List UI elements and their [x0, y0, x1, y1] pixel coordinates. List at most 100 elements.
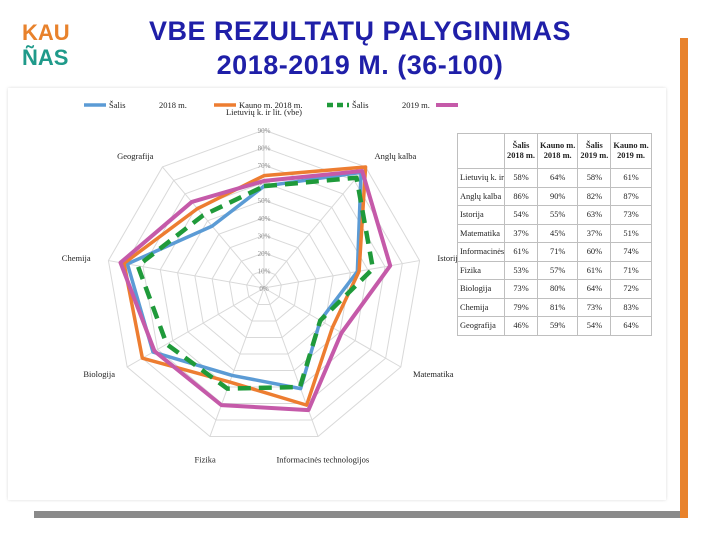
- axis-label: Istorija: [437, 253, 458, 263]
- table-cell: 73%: [610, 205, 652, 225]
- radial-tick-label: 0%: [259, 285, 269, 293]
- radar-chart: 0% 10% 20% 30% 40% 50% 60% 70% 80% 90% Lietuvių k.…: [62, 100, 458, 465]
- table-cell: 58%: [504, 168, 538, 188]
- table-row: Geografija 46% 59% 54% 64%: [457, 316, 652, 336]
- grid-spoke: [162, 166, 265, 289]
- table-row-label: Informacinės: [457, 242, 505, 262]
- radial-tick-label: 60%: [258, 180, 271, 188]
- table-cell: 54%: [577, 316, 612, 336]
- slide-title: VBE REZULTATŲ PALYGINIMAS 2018-2019 M. (…: [100, 14, 620, 82]
- radial-tick-label: 10%: [258, 267, 271, 275]
- table-row-label: Anglų kalba: [457, 186, 505, 206]
- table-cell: 64%: [610, 316, 652, 336]
- kaunas-logo: KAU ÑAS: [20, 18, 80, 70]
- slide-title-line2: 2018-2019 M. (36-100): [216, 50, 504, 80]
- table-cell: 37%: [577, 223, 612, 243]
- table-cell: 63%: [577, 205, 612, 225]
- series-line-0: [125, 170, 363, 391]
- axis-label: Lietuvių k. ir lit. (vbe): [226, 107, 302, 117]
- table-row-label: Matematika: [457, 223, 505, 243]
- table-cell: 72%: [610, 279, 652, 299]
- table-header-cell: [457, 133, 505, 169]
- grid-ring: [107, 129, 421, 437]
- grid-ring: [194, 217, 334, 355]
- table-header-cell: Kauno m. 2018 m.: [536, 133, 579, 169]
- axis-label: Chemija: [62, 253, 91, 263]
- table-row-label: Biologija: [457, 279, 505, 299]
- axis-label: Anglų kalba: [375, 151, 417, 161]
- table-row-label: Geografija: [457, 316, 505, 336]
- table-cell: 59%: [536, 316, 579, 336]
- logo-text-top: KAU: [22, 20, 70, 45]
- radial-tick-label: 80%: [258, 145, 271, 153]
- grid-ring: [142, 164, 386, 404]
- table-cell: 71%: [536, 242, 579, 262]
- series-line-2: [135, 175, 376, 391]
- table-cell: 64%: [536, 168, 579, 188]
- table-row: Chemija 79% 81% 73% 83%: [457, 297, 652, 317]
- table-row-label: Istorija: [457, 205, 505, 225]
- table-cell: 81%: [536, 297, 579, 317]
- table-cell: 46%: [504, 316, 538, 336]
- table-cell: 64%: [577, 279, 612, 299]
- logo-text-bottom: ÑAS: [22, 45, 68, 70]
- grid-spoke: [263, 260, 420, 289]
- table-cell: 45%: [536, 223, 579, 243]
- legend-label: Kauno m. 2018 m.: [239, 100, 303, 110]
- grid-ring: [246, 269, 282, 305]
- axis-label: Biologija: [83, 369, 115, 379]
- table-row-label: Fizika: [457, 260, 505, 280]
- table-cell: 61%: [504, 242, 538, 262]
- table-cell: 74%: [610, 242, 652, 262]
- table-cell: 73%: [504, 279, 538, 299]
- table-cell: 82%: [577, 186, 612, 206]
- table-cell: 57%: [536, 260, 579, 280]
- table-cell: 90%: [536, 186, 579, 206]
- table-header-row: Šalis 2018 m. Kauno m. 2018 m. Šalis 2019 m. K…: [457, 133, 652, 169]
- radial-tick-label: 40%: [258, 215, 271, 223]
- legend-label: Šalis: [109, 100, 126, 110]
- radial-tick-label: 30%: [258, 232, 271, 240]
- grid-spoke: [209, 287, 265, 437]
- table-cell: 53%: [504, 260, 538, 280]
- grid-ring: [211, 234, 317, 338]
- table-row: Anglų kalba 86% 90% 82% 87%: [457, 186, 652, 206]
- radial-tick-label: 50%: [258, 197, 271, 205]
- table-cell: 61%: [577, 260, 612, 280]
- axis-label: Fizika: [195, 455, 216, 465]
- table-row: Biologija 73% 80% 64% 72%: [457, 279, 652, 299]
- table-cell: 61%: [610, 168, 652, 188]
- table-cell: 79%: [504, 297, 538, 317]
- table-cell: 73%: [577, 297, 612, 317]
- table-cell: 37%: [504, 223, 538, 243]
- table-row: Istorija 54% 55% 63% 73%: [457, 205, 652, 225]
- table-header-cell: Šalis 2019 m.: [577, 133, 612, 169]
- grid-spoke: [263, 166, 366, 289]
- series-line-3: [118, 168, 393, 413]
- table-cell: 87%: [610, 186, 652, 206]
- table-row: Fizika 53% 57% 61% 71%: [457, 260, 652, 280]
- table-cell: 55%: [536, 205, 579, 225]
- table-row: Lietuvių k. ir 58% 64% 58% 61%: [457, 168, 652, 188]
- legend-label: Šalis: [352, 100, 369, 110]
- accent-bar-bottom: [34, 511, 680, 518]
- axis-label: Matematika: [413, 369, 454, 379]
- grid-spoke: [126, 287, 265, 368]
- table-row: Informacinės 61% 71% 60% 74%: [457, 242, 652, 262]
- grid-spoke: [108, 260, 265, 289]
- axis-label: Informacinės technologijos: [276, 455, 369, 465]
- accent-bar-right: [680, 38, 688, 518]
- table-row: Matematika 37% 45% 37% 51%: [457, 223, 652, 243]
- table-row-label: Chemija: [457, 297, 505, 317]
- legend-year: 2018 m.: [159, 100, 187, 110]
- radial-tick-label: 20%: [258, 250, 271, 258]
- table-cell: 71%: [610, 260, 652, 280]
- table-header-cell: Kauno m. 2019 m.: [610, 133, 652, 169]
- radial-tick-label: 90%: [258, 127, 271, 135]
- table-cell: 80%: [536, 279, 579, 299]
- table-cell: 58%: [577, 168, 612, 188]
- legend-year: 2019 m.: [402, 100, 430, 110]
- axis-label: Geografija: [117, 151, 154, 161]
- slide-title-line1: VBE REZULTATŲ PALYGINIMAS: [148, 16, 571, 46]
- table-header-cell: Šalis 2018 m.: [504, 133, 538, 169]
